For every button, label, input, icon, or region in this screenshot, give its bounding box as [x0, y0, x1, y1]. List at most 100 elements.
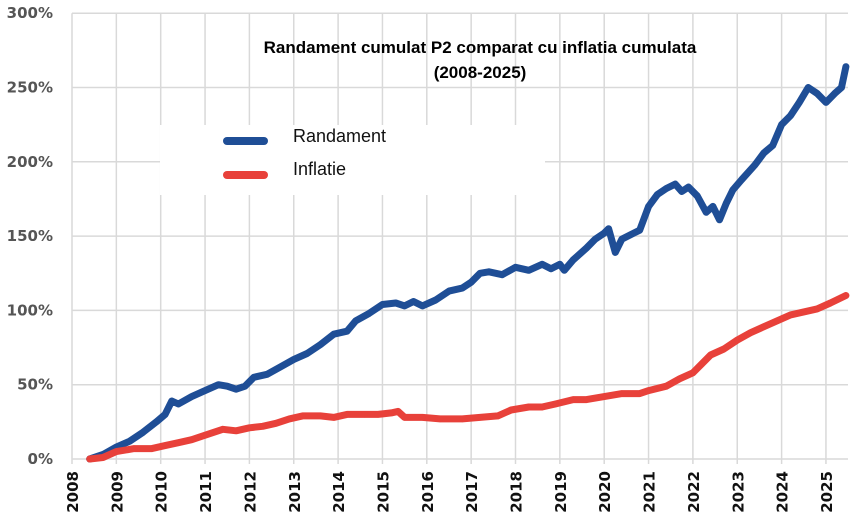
- data-point-inflatie: [676, 375, 683, 382]
- data-point-inflatie: [246, 424, 253, 431]
- data-point-inflatie: [707, 351, 714, 359]
- data-point-randament: [831, 90, 838, 97]
- y-tick-label: 200%: [7, 153, 53, 171]
- legend-label-randament: Randament: [293, 126, 386, 146]
- data-point-randament: [547, 265, 555, 272]
- data-point-inflatie: [698, 360, 705, 368]
- data-point-inflatie: [494, 412, 501, 420]
- y-tick-label: 150%: [7, 227, 53, 245]
- data-point-randament: [224, 383, 231, 390]
- data-point-inflatie: [148, 445, 155, 452]
- data-point-randament: [250, 374, 257, 381]
- data-point-randament: [805, 84, 812, 91]
- data-point-inflatie: [113, 448, 120, 455]
- data-point-randament: [126, 438, 133, 445]
- data-point-randament: [139, 429, 147, 436]
- x-tick-label: 2015: [374, 471, 392, 513]
- data-point-inflatie: [787, 311, 794, 319]
- data-point-inflatie: [343, 411, 351, 418]
- data-point-randament: [432, 296, 439, 304]
- data-point-randament: [379, 301, 386, 308]
- legend-label-inflatie: Inflatie: [293, 159, 346, 179]
- data-point-randament: [201, 387, 209, 394]
- grid: [71, 12, 848, 464]
- data-point-randament: [769, 142, 776, 149]
- data-point-randament: [410, 298, 417, 305]
- data-point-inflatie: [800, 308, 807, 316]
- data-point-randament: [352, 317, 359, 324]
- data-point-inflatie: [361, 411, 368, 418]
- data-point-randament: [796, 99, 803, 106]
- x-tick-label: 2008: [64, 471, 82, 513]
- data-point-randament: [556, 261, 564, 268]
- data-point-inflatie: [747, 329, 754, 336]
- data-point-randament: [672, 180, 679, 188]
- data-point-inflatie: [286, 415, 293, 423]
- x-tick-label: 2009: [108, 471, 126, 513]
- data-point-randament: [468, 279, 475, 286]
- y-tick-label: 50%: [17, 376, 53, 394]
- data-point-inflatie: [538, 403, 546, 411]
- data-point-inflatie: [645, 387, 652, 394]
- data-point-randament: [290, 356, 297, 363]
- data-point-inflatie: [272, 420, 280, 427]
- data-point-randament: [685, 183, 692, 191]
- x-tick-label: 2010: [153, 471, 171, 513]
- data-point-inflatie: [734, 336, 741, 344]
- data-point-randament: [751, 161, 759, 168]
- data-point-randament: [561, 267, 568, 274]
- y-tick-label: 100%: [7, 301, 53, 319]
- data-point-randament: [778, 121, 785, 128]
- data-point-randament: [485, 268, 493, 275]
- y-tick-label: 250%: [7, 79, 53, 97]
- data-point-randament: [583, 244, 590, 252]
- data-point-inflatie: [601, 393, 608, 400]
- x-tick-label: 2023: [729, 471, 747, 513]
- data-point-randament: [188, 393, 195, 400]
- y-tick-label: 300%: [7, 4, 53, 22]
- data-point-randament: [317, 341, 324, 348]
- data-point-randament: [232, 386, 240, 393]
- data-point-randament: [838, 84, 845, 91]
- data-point-inflatie: [175, 439, 182, 446]
- data-point-inflatie: [583, 396, 590, 403]
- x-tick-label: 2018: [508, 471, 526, 513]
- data-point-randament: [729, 186, 736, 194]
- data-point-randament: [694, 192, 701, 200]
- data-point-inflatie: [86, 455, 93, 463]
- data-point-inflatie: [760, 323, 768, 330]
- data-point-randament: [842, 63, 850, 70]
- data-point-inflatie: [99, 454, 107, 461]
- legend: Randament Inflatie: [223, 126, 386, 179]
- data-point-randament: [175, 400, 182, 408]
- data-point-inflatie: [663, 383, 670, 390]
- data-point-inflatie: [636, 390, 643, 397]
- x-tick-label: 2011: [197, 471, 215, 513]
- data-point-inflatie: [394, 408, 402, 415]
- data-point-randament: [716, 216, 723, 223]
- data-point-inflatie: [374, 411, 382, 418]
- x-tick-label: 2019: [552, 471, 570, 513]
- data-point-inflatie: [317, 412, 324, 420]
- data-point-randament: [277, 363, 284, 371]
- data-point-randament: [654, 191, 661, 198]
- x-tick-label: 2014: [330, 471, 348, 513]
- data-point-inflatie: [436, 415, 444, 423]
- data-point-randament: [709, 203, 717, 210]
- data-point-randament: [512, 264, 519, 271]
- x-tick-label: 2013: [286, 471, 304, 513]
- data-point-inflatie: [813, 305, 821, 313]
- data-point-inflatie: [130, 445, 138, 452]
- data-point-randament: [168, 397, 175, 405]
- data-point-randament: [401, 302, 408, 310]
- data-point-inflatie: [570, 396, 577, 403]
- data-point-randament: [570, 256, 577, 264]
- data-point-randament: [538, 261, 546, 268]
- data-point-inflatie: [188, 436, 195, 443]
- data-point-randament: [525, 267, 532, 274]
- data-point-inflatie: [476, 414, 484, 421]
- chart-title: Randament cumulat P2 comparat cu inflati…: [264, 38, 697, 57]
- data-point-inflatie: [552, 400, 559, 408]
- data-point-randament: [215, 381, 222, 388]
- data-point-randament: [476, 270, 484, 277]
